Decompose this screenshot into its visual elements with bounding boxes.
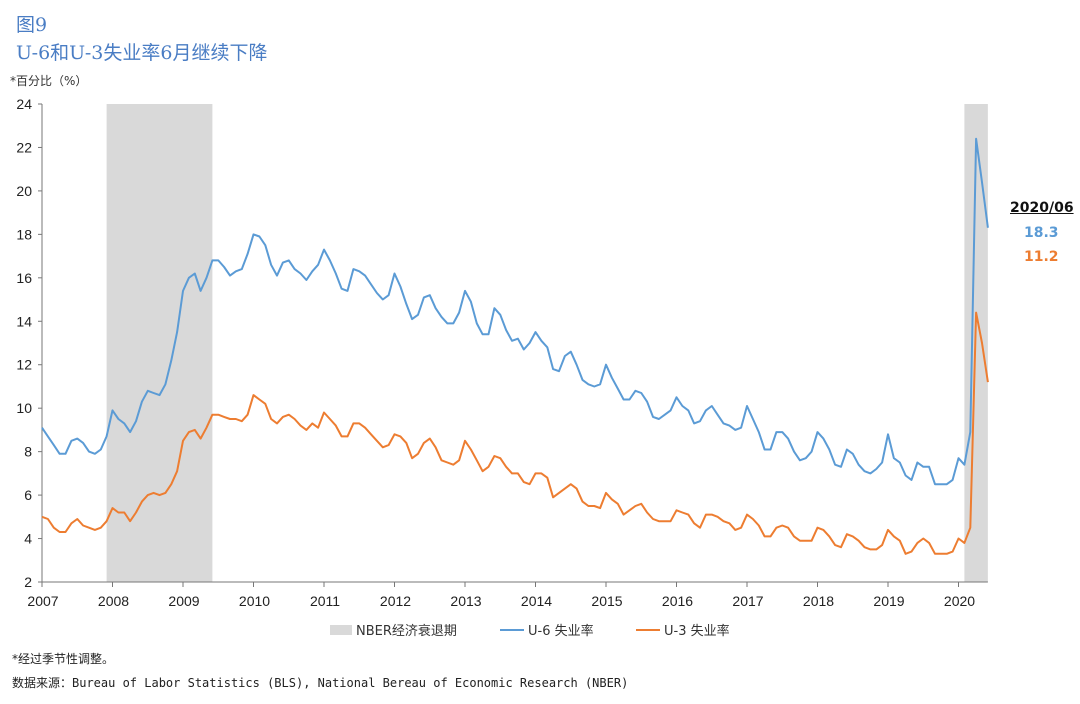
y-tick-label: 14 [16,313,32,329]
footnote: *经过季节性调整。 [12,652,115,666]
legend: NBER经济衰退期 U-6 失业率 U-3 失业率 [330,623,730,639]
y-tick-label: 8 [24,444,32,460]
x-tick-label: 2018 [803,593,834,609]
legend-label-u6: U-6 失业率 [528,623,594,639]
y-tick-label: 24 [16,96,32,112]
x-tick-label: 2020 [944,593,975,609]
x-tick-label: 2016 [662,593,693,609]
unit-note: *百分比（%） [10,74,88,88]
y-tick-label: 4 [24,531,32,547]
x-tick-label: 2007 [27,593,58,609]
y-tick-label: 16 [16,270,32,286]
annotation-u3-value: 11.2 [1024,249,1059,265]
x-tick-label: 2009 [168,593,199,609]
y-tick-label: 12 [16,357,32,373]
x-tick-label: 2014 [521,593,552,609]
recession-band [106,104,213,582]
figure-label: 图9 [16,14,48,36]
x-tick-label: 2015 [591,593,622,609]
y-tick-label: 10 [16,400,32,416]
y-tick-label: 18 [16,226,32,242]
x-tick-label: 2017 [732,593,763,609]
x-tick-label: 2013 [450,593,481,609]
source-note: 数据来源：Bureau of Labor Statistics (BLS), N… [12,676,629,690]
x-tick-label: 2010 [239,593,270,609]
x-tick-label: 2019 [873,593,904,609]
annotation-date: 2020/06 [1010,200,1074,216]
y-tick-label: 20 [16,183,32,199]
y-tick-label: 2 [24,574,32,590]
y-tick-label: 6 [24,487,32,503]
legend-swatch-recession [330,625,352,635]
legend-label-recession: NBER经济衰退期 [356,623,457,639]
x-tick-label: 2008 [98,593,129,609]
legend-label-u3: U-3 失业率 [664,623,730,639]
u6-series-line [41,137,989,486]
x-tick-label: 2011 [310,593,340,609]
u3-series-line [41,311,989,555]
x-tick-label: 2012 [380,593,411,609]
chart-title: U-6和U-3失业率6月继续下降 [16,42,268,64]
annotation-u6-value: 18.3 [1024,225,1059,241]
y-tick-label: 22 [16,139,32,155]
